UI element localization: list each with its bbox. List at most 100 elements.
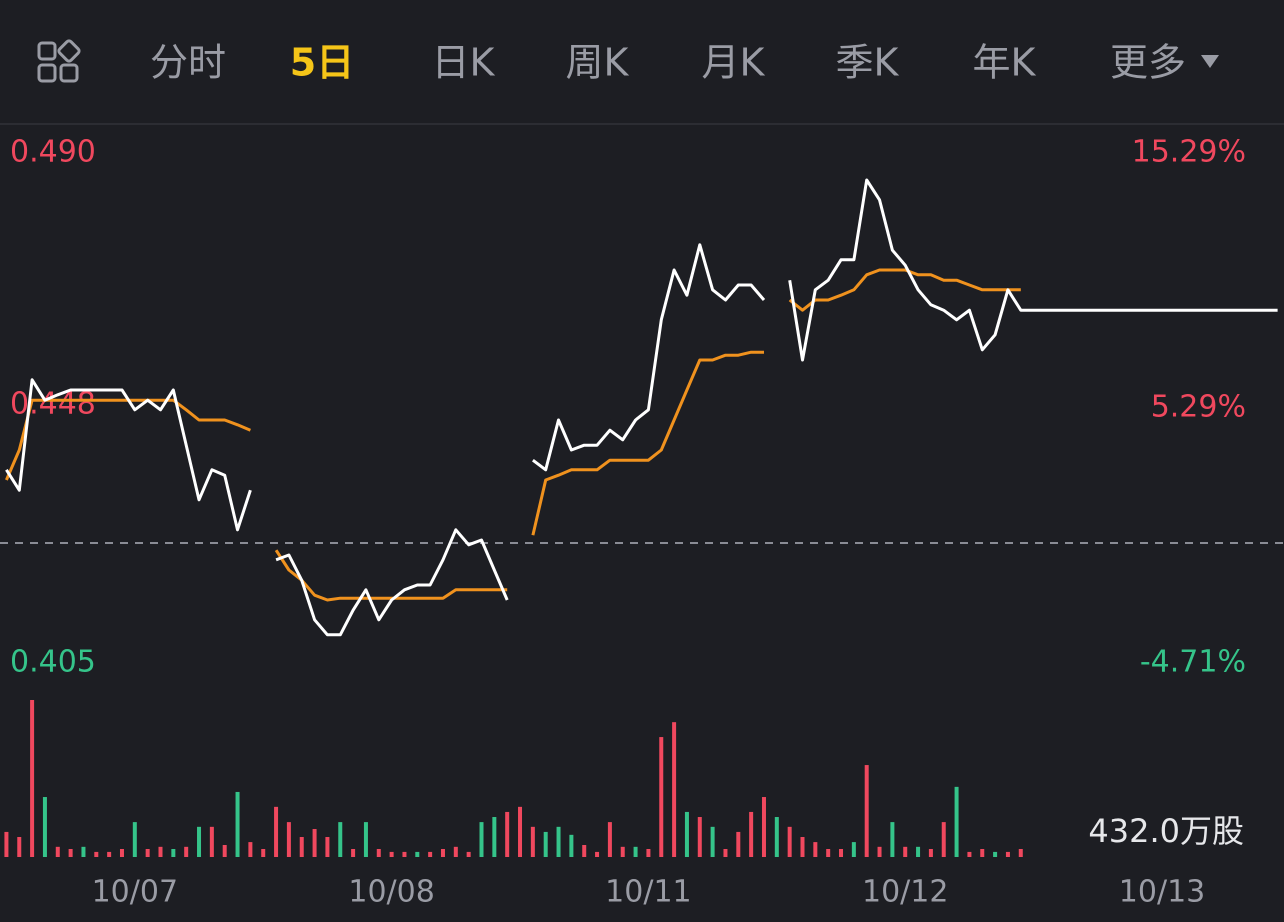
- tab[interactable]: 季K: [836, 41, 900, 85]
- tab[interactable]: 月K: [702, 41, 766, 85]
- volume-bar: [415, 851, 420, 857]
- y-tick-label: 0.448: [10, 387, 96, 422]
- volume-bar: [646, 849, 651, 857]
- tab[interactable]: 周K: [566, 41, 630, 85]
- volume-bar: [492, 817, 497, 857]
- volume-bar: [42, 797, 47, 857]
- volume-bar: [402, 851, 407, 857]
- volume-bar: [582, 845, 587, 857]
- volume-max-label: 432.0万股: [1088, 812, 1244, 850]
- volume-bar: [607, 822, 612, 857]
- volume-bar: [312, 829, 317, 857]
- tab[interactable]: 分时: [150, 41, 226, 85]
- volume-bar: [518, 806, 523, 857]
- volume-bar: [530, 826, 535, 857]
- volume-bar: [839, 849, 844, 857]
- volume-bar: [440, 849, 445, 857]
- volume-bar: [376, 849, 381, 857]
- volume-bar: [4, 831, 9, 857]
- grid-icon[interactable]: [37, 39, 81, 83]
- volume-bar: [55, 846, 60, 857]
- icon-cell: [37, 41, 57, 61]
- volume-bar: [787, 826, 792, 857]
- y-tick-label: 0.490: [10, 135, 96, 170]
- volume-bar: [620, 846, 625, 857]
- volume-bar: [119, 849, 124, 857]
- volume-bar: [158, 846, 163, 857]
- tab[interactable]: 更多: [1110, 41, 1186, 85]
- volume-bar: [710, 826, 715, 857]
- volume-bar: [543, 831, 548, 857]
- x-tick-label: 10/08: [348, 875, 434, 910]
- volume-bar: [941, 822, 946, 857]
- volume-bar: [466, 851, 471, 857]
- volume-bar: [389, 851, 394, 857]
- volume-bar: [697, 817, 702, 857]
- volume-bar: [903, 846, 908, 857]
- volume-bar: [749, 811, 754, 857]
- volume-bar: [505, 811, 510, 857]
- icon-cell: [59, 63, 79, 83]
- y2-tick-label: 15.29%: [1132, 135, 1246, 170]
- volume-bar: [967, 851, 972, 857]
- icon-cell: [57, 39, 81, 63]
- volume-bar: [30, 700, 35, 857]
- volume-bar: [774, 817, 779, 857]
- volume-bar: [479, 822, 484, 857]
- volume-bar: [569, 834, 574, 857]
- volume-bar: [556, 826, 561, 857]
- volume-bar: [980, 849, 985, 857]
- volume-bar: [1005, 851, 1010, 857]
- volume-bar: [209, 826, 214, 857]
- volume-bar: [94, 851, 99, 857]
- dropdown-arrow: [1201, 55, 1219, 68]
- volume-bar: [864, 765, 869, 857]
- volume-bar: [633, 846, 638, 857]
- volume-bar: [851, 842, 856, 857]
- volume-bar: [132, 822, 137, 857]
- volume-bar: [672, 722, 677, 857]
- volume-bar: [81, 846, 86, 857]
- volume-bar: [761, 797, 766, 857]
- volume-bar: [928, 849, 933, 857]
- volume-bar: [1018, 849, 1023, 857]
- volume-bar: [800, 837, 805, 857]
- volume-bar: [736, 831, 741, 857]
- volume-bar: [723, 849, 728, 857]
- x-tick-label: 10/11: [605, 875, 691, 910]
- volume-bar: [363, 822, 368, 857]
- volume-bar: [813, 842, 818, 857]
- y2-tick-label: -4.71%: [1140, 645, 1246, 680]
- volume-bar: [107, 851, 112, 857]
- price-line: [5, 178, 1278, 637]
- x-tick-label: 10/07: [92, 875, 178, 910]
- volume-bar: [684, 811, 689, 857]
- volume-bar: [595, 851, 600, 857]
- volume-bar: [428, 851, 433, 857]
- volume-bar: [338, 822, 343, 857]
- volume-bar: [274, 806, 279, 857]
- volume-bar: [659, 737, 664, 857]
- volume-bar: [261, 849, 266, 857]
- volume-bar: [68, 849, 73, 857]
- volume-bar: [17, 837, 22, 857]
- tab[interactable]: 日K: [432, 41, 496, 85]
- volume-bar: [286, 822, 291, 857]
- y-tick-label: 0.405: [10, 645, 96, 680]
- volume-bar: [299, 837, 304, 857]
- volume-bar: [826, 849, 831, 857]
- x-tick-label: 10/13: [1119, 875, 1205, 910]
- y2-tick-label: 5.29%: [1151, 390, 1246, 425]
- volume-bar: [145, 849, 150, 857]
- tab[interactable]: 年K: [973, 41, 1037, 85]
- tab[interactable]: 5日: [290, 41, 354, 85]
- volume-bar: [222, 845, 227, 857]
- volume-bar: [890, 822, 895, 857]
- volume-bar: [877, 846, 882, 857]
- icon-cell: [37, 63, 57, 83]
- volume-bar: [453, 846, 458, 857]
- volume-bar: [351, 849, 356, 857]
- volume-bar: [993, 851, 998, 857]
